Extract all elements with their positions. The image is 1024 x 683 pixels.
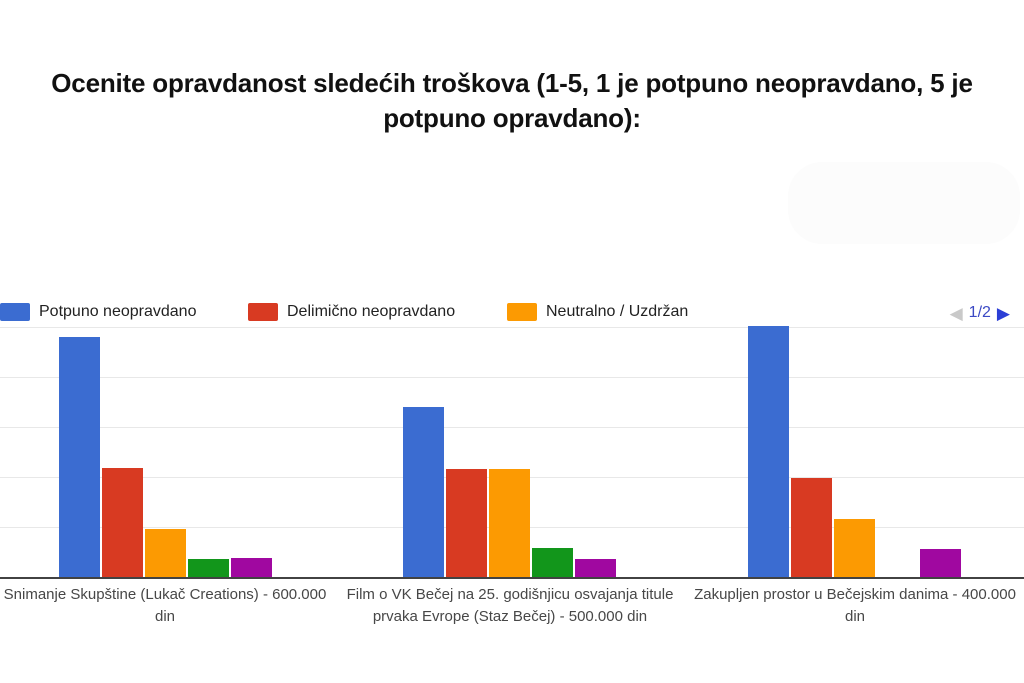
gridline [0,377,1024,378]
legend-item-neutralno-uzdrzan: Neutralno / Uzdržan [507,302,688,322]
bar-neutralno-uzdr-an [834,519,875,577]
legend-swatch-red [248,303,278,321]
gridline [0,427,1024,428]
bar-neutralno-uzdr-an [489,469,530,577]
category-label: Snimanje Skupštine (Lukač Creations) - 6… [3,586,327,625]
legend-label: Delimično neopravdano [287,303,456,320]
legend-swatch-blue [0,303,30,321]
bar-series-4 [532,548,573,577]
bar-potpuno-neopravdano [403,407,444,577]
bar-potpuno-neopravdano [748,326,789,577]
legend-item-potpuno-neopravdano: Potpuno neopravdano [0,302,196,322]
legend-pager: ◀ 1/2 ▶ [950,302,1010,324]
legend-item-delimicno-neopravdano: Delimično neopravdano [248,302,455,322]
pager-page-indicator: 1/2 [968,304,991,321]
bar-delimi-no-neopravdano [446,469,487,577]
legend-label: Potpuno neopravdano [39,303,197,320]
gridline [0,327,1024,328]
bar-series-5 [231,558,272,577]
bar-chart-plot-area [0,326,1024,579]
legend-swatch-orange [507,303,537,321]
bar-delimi-no-neopravdano [102,468,143,577]
bar-series-5 [920,549,961,577]
bar-delimi-no-neopravdano [791,478,832,577]
question-title: Ocenite opravdanost sledećih troškova (1… [51,68,973,133]
pager-prev-icon[interactable]: ◀ [949,303,963,323]
x-axis-line [0,577,1024,579]
bar-series-4 [188,559,229,577]
bar-neutralno-uzdr-an [145,529,186,577]
bar-series-5 [575,559,616,577]
bar-potpuno-neopravdano [59,337,100,577]
legend-label: Neutralno / Uzdržan [546,303,689,320]
background-highlight [788,162,1020,244]
category-label: Zakupljen prostor u Bečejskim danima - 4… [694,586,1016,625]
category-label: Film o VK Bečej na 25. godišnjicu osvaja… [346,586,674,625]
pager-next-icon[interactable]: ▶ [996,303,1010,323]
